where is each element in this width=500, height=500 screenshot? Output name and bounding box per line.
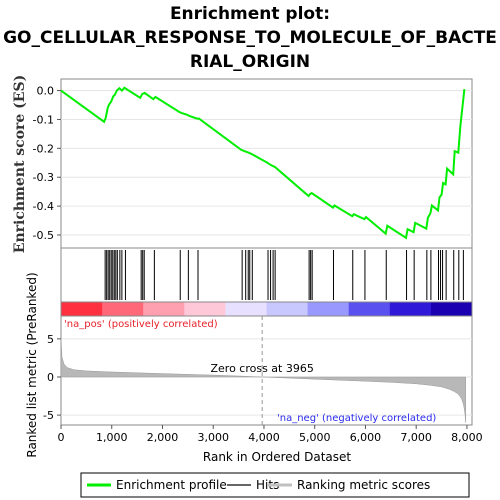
es-panel-frame [60, 78, 473, 249]
color-band-segment [61, 302, 103, 316]
negative-correlation-label: 'na_neg' (negatively correlated) [277, 413, 436, 424]
legend: Enrichment profile Hits Ranking metric s… [80, 472, 470, 498]
metric-panel-frame [60, 315, 473, 426]
metric-y-tick-label: 0 [47, 371, 54, 384]
color-band-segment [225, 302, 267, 316]
metric-panel-y-ticks: 5 0 -5 [43, 333, 61, 422]
ranking-color-band [61, 302, 473, 316]
color-band-segment [389, 302, 432, 316]
es-y-tick-label: -0.4 [33, 200, 54, 213]
chart-title: Enrichment plot: GO_CELLULAR_RESPONSE_TO… [0, 2, 500, 74]
ranking-metric-area [60, 338, 466, 423]
legend-metric-label: Ranking metric scores [297, 478, 430, 492]
x-tick-label: 4,000 [248, 431, 280, 444]
x-tick-label: 8,000 [451, 431, 483, 444]
color-band-segment [266, 302, 309, 316]
legend-hits-label: Hits [256, 478, 279, 492]
x-tick-label: 2,000 [147, 431, 179, 444]
positive-correlation-label: 'na_pos' (positively correlated) [64, 319, 218, 330]
es-y-tick-label: -0.5 [33, 229, 54, 242]
x-tick-label: 0 [58, 431, 65, 444]
es-y-tick-label: -0.3 [33, 171, 54, 184]
metric-y-axis-label: Ranked list metric (PreRanked) [25, 272, 39, 457]
x-axis-label: Rank in Ordered Dataset [203, 450, 351, 464]
color-band-segment [102, 302, 144, 316]
hits-panel-frame [60, 247, 473, 303]
hits-panel [104, 250, 464, 300]
es-y-tick-label: -0.2 [33, 142, 54, 155]
color-band-segment [348, 302, 391, 316]
chart-title-line-2: GO_CELLULAR_RESPONSE_TO_MOLECULE_OF_BACT… [3, 28, 497, 48]
x-axis-ticks: 0 1,000 2,000 3,000 4,000 5,000 6,000 7,000 8,00… [58, 425, 483, 444]
x-tick-label: 1,000 [96, 431, 128, 444]
color-band-segment [143, 302, 185, 316]
color-band-segment [307, 302, 350, 316]
color-band-segment [184, 302, 226, 316]
zero-cross-label: Zero cross at 3965 [210, 362, 313, 375]
metric-y-tick-label: 5 [47, 333, 54, 346]
chart-title-line-1: Enrichment plot: [169, 4, 331, 24]
metric-y-tick-label: -5 [43, 409, 54, 422]
x-tick-label: 7,000 [400, 431, 432, 444]
x-tick-label: 6,000 [350, 431, 382, 444]
legend-enrichment-label: Enrichment profile [116, 478, 227, 492]
x-tick-label: 5,000 [299, 431, 331, 444]
es-y-tick-label: -0.1 [33, 113, 54, 126]
enrichment-profile-line [60, 86, 466, 240]
es-y-axis-label: Enrichment score (ES) [12, 75, 28, 253]
es-panel-y-ticks: 0.0 -0.1 -0.2 -0.3 -0.4 -0.5 [33, 85, 61, 242]
chart-title-line-3: RIAL_ORIGIN [189, 52, 311, 72]
color-band-segment [430, 302, 473, 316]
es-y-tick-label: 0.0 [37, 85, 55, 98]
x-tick-label: 3,000 [197, 431, 229, 444]
